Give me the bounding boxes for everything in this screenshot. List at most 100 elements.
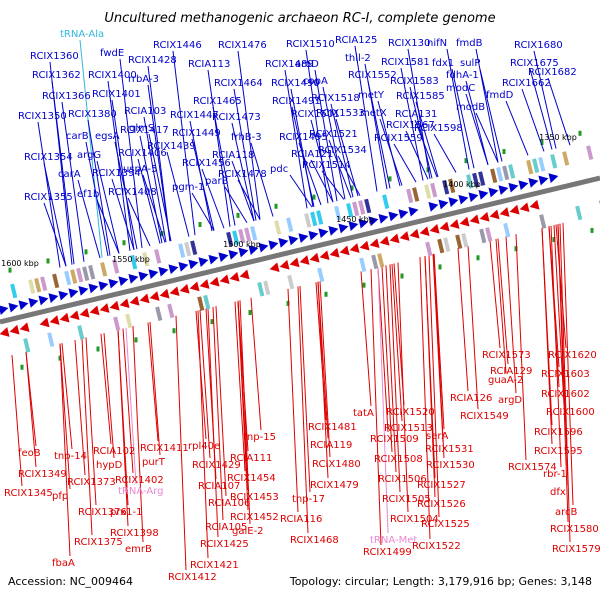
forward-gene-label: RCIX1401 [92,89,141,100]
leader-line [305,49,329,204]
reverse-gene-label: RCIX1376 [78,507,127,518]
forward-gene-label: tRNA-Ala [60,29,104,40]
leader-line [414,119,438,178]
leader-line [201,168,225,229]
forward-gene-arrow [0,305,9,315]
leader-line [433,133,457,173]
forward-gene-arrow [218,252,229,263]
reverse-gene-label: RCIX1452 [230,512,279,523]
leader-line [175,315,187,571]
leader-line [59,343,71,557]
leader-line [475,112,499,163]
reverse-gene-arrow [269,262,280,273]
forward-gene-label: carA [58,169,81,180]
leader-line [377,267,389,433]
feature-box [364,198,372,214]
reverse-gene-label: RCIX1602 [541,389,590,400]
leader-line [87,119,111,256]
leader-line [377,267,389,534]
forward-gene-arrow [138,271,149,282]
forward-gene-arrow [188,259,199,270]
forward-gene-label: RCIX1473 [212,112,261,123]
scale-tick [464,158,468,164]
reverse-strand-genes [0,199,540,337]
reverse-gene-arrow [119,298,130,309]
leader-line [319,281,331,458]
feature-box [70,269,78,284]
forward-gene-label: RCIX1350 [18,111,67,122]
forward-gene-arrow [398,209,409,219]
leader-line [314,69,338,202]
forward-gene-label: copA [303,76,328,87]
reverse-gene-arrow [189,281,200,292]
feature-box [100,262,108,277]
reverse-gene-arrow [139,293,150,304]
forward-gene-label: RCIX1366 [42,91,91,102]
feature-box [461,233,469,248]
forward-gene-arrow [268,240,279,251]
forward-gene-arrow [8,302,19,313]
forward-gene-label: RCIX1552 [348,70,397,81]
leader-line [553,225,565,406]
reverse-gene-label: RCIA119 [310,440,352,451]
forward-gene-arrow [178,262,189,272]
scale-tick [198,222,202,227]
feature-box [64,270,72,286]
leader-line [237,300,249,511]
forward-gene-arrow [38,295,49,306]
reverse-gene-arrow [469,214,480,225]
kbp-tick-label: 1400 kbp [443,180,481,189]
reverse-gene-arrow [369,238,380,249]
feature-box [406,188,414,204]
forward-gene-label: carB [66,131,89,142]
leader-line [197,310,209,559]
feature-box [142,251,150,267]
forward-gene-arrow [118,276,129,287]
forward-gene-label: RCIA113 [188,59,230,70]
leader-line [393,143,417,183]
leader-line [234,301,246,472]
reverse-gene-arrow [229,271,240,282]
reverse-gene-label: RCIX1620 [548,350,597,361]
feature-box [478,171,486,186]
forward-gene-arrow [308,230,319,241]
scale-tick [578,130,582,136]
reverse-gene-arrow [519,202,530,213]
scale-tick [46,258,50,264]
reverse-gene-arrow [419,226,430,237]
leader-line [143,116,167,243]
leader-line [505,236,517,394]
forward-gene-label: RCIX1355 [24,192,73,203]
reverse-gene-arrow [479,211,490,222]
reverse-gene-arrow [429,223,440,234]
reverse-gene-arrow [389,233,400,244]
leader-line [555,224,567,349]
leader-line [291,106,315,207]
forward-gene-arrow [168,264,179,275]
leader-line [191,192,215,231]
feature-box [244,227,252,243]
feature-box [359,257,367,273]
feature-box [10,283,18,299]
forward-gene-arrow [368,216,379,227]
leader-line [322,86,346,200]
leader-line [51,80,75,265]
leader-line [96,160,120,254]
forward-gene-label: egsA [95,131,120,142]
forward-gene-label: RCIX1476 [218,40,267,51]
leader-line [239,300,251,525]
feature-box [550,154,558,169]
leader-line [405,130,429,180]
leader-line [191,138,215,231]
forward-gene-arrow [258,242,269,253]
leader-line [233,88,257,221]
scale-tick [362,282,366,288]
feature-box [286,217,294,232]
forward-gene-label: RCIX1680 [514,40,563,51]
reverse-gene-label: RCIX1525 [421,519,470,530]
leader-line [310,119,334,203]
reverse-gene-label: RCIX1527 [417,480,466,491]
tick-marks [8,130,594,370]
leader-line [172,50,196,236]
forward-gene-arrow [468,192,479,203]
